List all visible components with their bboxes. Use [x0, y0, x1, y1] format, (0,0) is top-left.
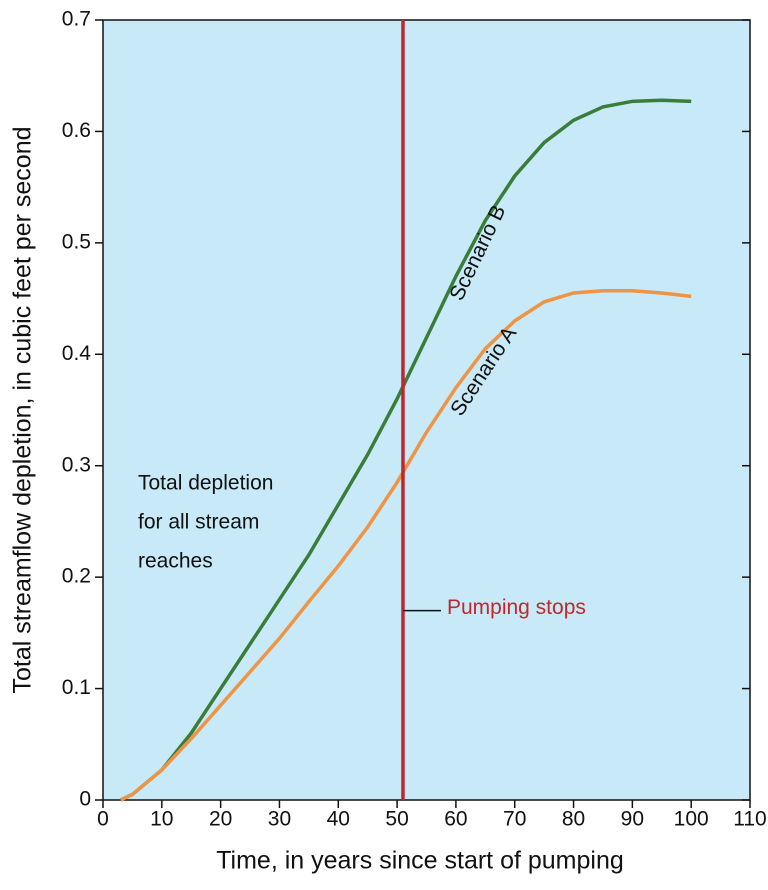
y-tick-label: 0.3 — [62, 453, 91, 476]
y-tick-label: 0.7 — [62, 8, 91, 31]
y-tick-label: 0.6 — [62, 119, 91, 142]
x-tick-label: 60 — [444, 808, 467, 831]
x-tick-label: 80 — [562, 808, 585, 831]
note-text: for all stream — [138, 511, 259, 534]
x-tick-label: 110 — [733, 808, 766, 831]
note-text: reaches — [138, 550, 213, 573]
y-tick-label: 0.2 — [62, 565, 91, 588]
series-line — [119, 289, 692, 802]
series-line — [119, 98, 692, 802]
plot-area — [102, 19, 751, 801]
x-tick-label: 40 — [327, 808, 350, 831]
x-tick-label: 30 — [268, 808, 291, 831]
pumping-stops-label: Pumping stops — [447, 596, 586, 619]
note-text: Total depletion — [138, 472, 273, 495]
x-tick-label: 0 — [97, 808, 109, 831]
y-tick-label: 0.1 — [62, 676, 91, 699]
x-tick-label: 50 — [385, 808, 408, 831]
y-tick-label: 0 — [79, 788, 91, 811]
y-tick-label: 0.4 — [62, 342, 92, 365]
x-tick-label: 90 — [621, 808, 644, 831]
x-tick-label: 20 — [209, 808, 232, 831]
x-tick-label: 100 — [674, 808, 709, 831]
y-axis-label: Total streamflow depletion, in cubic fee… — [9, 127, 37, 694]
x-axis-label: Time, in years since start of pumping — [216, 847, 624, 875]
x-tick-label: 10 — [150, 808, 173, 831]
y-tick-label: 0.5 — [62, 230, 91, 253]
x-tick-label: 70 — [503, 808, 526, 831]
